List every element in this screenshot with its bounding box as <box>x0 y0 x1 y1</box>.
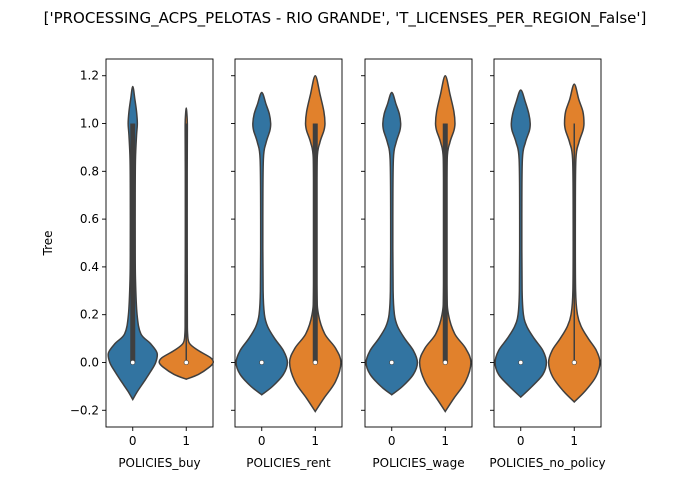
y-tick-label: −0.2 <box>70 403 99 417</box>
panel-3: 0 1 POLICIES_wage <box>361 58 473 470</box>
y-tick-label: 0.6 <box>80 212 99 226</box>
violin-iqr-box <box>442 123 448 363</box>
violin-median-marker <box>571 359 577 365</box>
x-axis-label: POLICIES_rent <box>246 456 331 470</box>
y-axis-label: Tree <box>41 230 55 256</box>
x-axis-label: POLICIES_buy <box>118 456 200 470</box>
x-tick-label: 1 <box>182 434 190 448</box>
panel-4: 0 1 POLICIES_no_policy <box>489 58 606 470</box>
x-tick-label: 1 <box>311 434 319 448</box>
y-tick-label: 0.0 <box>80 355 99 369</box>
panel-frame <box>364 58 473 428</box>
x-tick-label: 0 <box>258 434 266 448</box>
panel-2: 0 1 POLICIES_rent <box>231 58 343 470</box>
y-tick-label: 0.2 <box>80 308 99 322</box>
violin-median-marker <box>130 359 136 365</box>
violin-POLICIES_wage-0 <box>365 91 419 396</box>
violin-iqr-box <box>312 123 318 363</box>
x-tick-label: 0 <box>517 434 525 448</box>
x-tick-label: 0 <box>388 434 396 448</box>
x-tick-label: 1 <box>570 434 578 448</box>
violin-POLICIES_rent-0 <box>235 91 289 396</box>
panel-1: −0.2 0.0 0.2 0.4 0.6 0.8 1.0 1.2 0 1 POLICIES_buy <box>70 58 215 470</box>
violin-iqr-box <box>130 123 136 363</box>
chart-title: ['PROCESSING_ACPS_PELOTAS - RIO GRANDE',… <box>44 9 647 28</box>
x-tick-label: 0 <box>129 434 137 448</box>
x-axis-label: POLICIES_wage <box>372 456 464 470</box>
violin-median-marker <box>442 359 448 365</box>
violin-median-marker <box>518 359 524 365</box>
y-tick-label: 0.4 <box>80 260 99 274</box>
chart-panels: −0.2 0.0 0.2 0.4 0.6 0.8 1.0 1.2 0 1 POLICIES_buy 0… <box>70 58 606 470</box>
violin-median-marker <box>312 359 318 365</box>
violin-median-marker <box>389 359 395 365</box>
panel-frame <box>105 58 214 428</box>
y-tick-label: 1.2 <box>80 69 99 83</box>
violin-median-marker <box>259 359 265 365</box>
panel-frame <box>493 58 602 428</box>
y-tick-label: 0.8 <box>80 164 99 178</box>
violin-median-marker <box>183 359 189 365</box>
panel-frame <box>234 58 343 428</box>
violin-POLICIES_no_policy-0 <box>494 89 548 399</box>
x-axis-label: POLICIES_no_policy <box>489 456 605 470</box>
y-tick-label: 1.0 <box>80 117 99 131</box>
x-tick-label: 1 <box>441 434 449 448</box>
